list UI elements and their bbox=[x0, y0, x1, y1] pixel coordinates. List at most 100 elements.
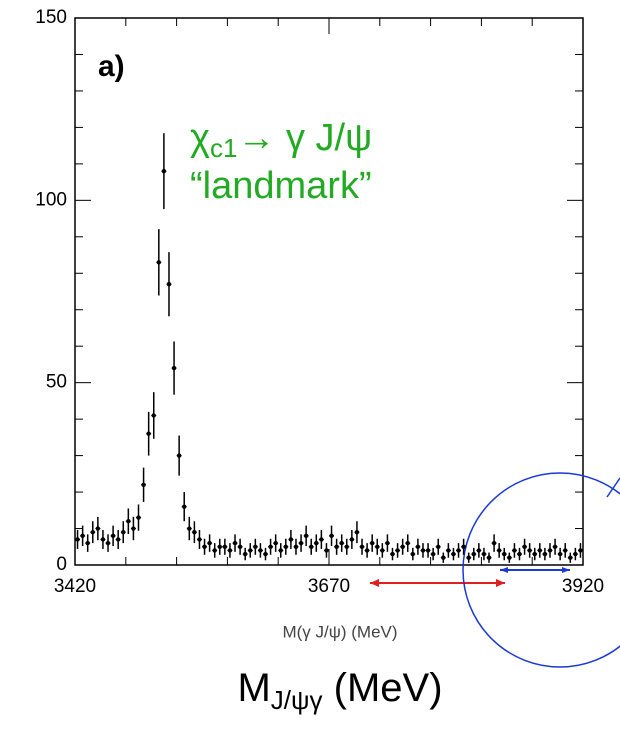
big-label-subscript: J/ψγ bbox=[271, 685, 323, 715]
data-point bbox=[126, 519, 131, 524]
data-point bbox=[324, 548, 329, 553]
y-tick-label: 50 bbox=[46, 372, 67, 393]
data-point bbox=[187, 526, 192, 531]
data-point bbox=[436, 544, 441, 549]
data-point bbox=[547, 548, 553, 553]
data-point bbox=[314, 540, 319, 546]
data-point bbox=[95, 526, 101, 531]
y-tick-label: 150 bbox=[35, 7, 67, 28]
data-point bbox=[222, 544, 228, 549]
data-point bbox=[395, 548, 400, 553]
data-point bbox=[532, 551, 537, 557]
data-point bbox=[105, 540, 111, 546]
data-point bbox=[578, 548, 583, 553]
data-point bbox=[237, 544, 243, 549]
big-label-main: M bbox=[237, 666, 270, 710]
data-point bbox=[166, 282, 172, 287]
data-point bbox=[319, 537, 324, 542]
data-point bbox=[90, 529, 95, 535]
data-point bbox=[283, 544, 289, 549]
data-point bbox=[471, 551, 476, 557]
data-point bbox=[156, 260, 162, 265]
data-point bbox=[364, 548, 370, 553]
data-point bbox=[430, 551, 436, 557]
data-point bbox=[242, 551, 248, 557]
data-point bbox=[354, 529, 360, 535]
x-tick-label: 3670 bbox=[308, 576, 350, 597]
data-point bbox=[248, 548, 253, 553]
data-point bbox=[425, 548, 431, 553]
data-point bbox=[273, 540, 278, 546]
data-point bbox=[390, 551, 395, 557]
data-point bbox=[568, 555, 573, 560]
data-point bbox=[258, 548, 263, 553]
data-point bbox=[217, 544, 222, 549]
data-point bbox=[441, 555, 446, 560]
data-point bbox=[329, 533, 334, 539]
data-point bbox=[75, 537, 80, 542]
data-point bbox=[415, 544, 421, 549]
annotation-line2: “landmark” bbox=[190, 165, 372, 207]
data-point bbox=[405, 540, 410, 546]
data-point bbox=[486, 555, 492, 560]
data-point bbox=[161, 168, 167, 174]
data-point bbox=[456, 548, 461, 553]
data-point bbox=[557, 551, 563, 557]
data-point bbox=[136, 515, 141, 520]
data-point bbox=[359, 544, 365, 549]
data-point bbox=[268, 544, 273, 549]
data-point bbox=[446, 548, 451, 553]
data-point bbox=[334, 544, 339, 549]
data-point bbox=[288, 537, 294, 542]
data-point bbox=[563, 548, 568, 553]
data-point bbox=[298, 540, 304, 546]
data-point bbox=[339, 540, 344, 546]
annotation: χc1→ γ J/ψ bbox=[190, 117, 372, 163]
data-point bbox=[80, 533, 85, 539]
data-point bbox=[507, 555, 512, 560]
data-point bbox=[202, 544, 207, 549]
data-point bbox=[375, 544, 380, 549]
data-point bbox=[303, 533, 309, 539]
big-label-rest: (MeV) bbox=[323, 666, 443, 710]
data-point bbox=[146, 431, 151, 436]
data-point bbox=[496, 548, 502, 553]
data-point bbox=[151, 413, 156, 418]
data-point bbox=[197, 537, 202, 542]
data-point bbox=[420, 548, 426, 553]
data-point bbox=[131, 526, 136, 531]
highlight-circle bbox=[462, 472, 620, 668]
data-point bbox=[522, 544, 527, 549]
data-point bbox=[232, 540, 238, 546]
data-point bbox=[400, 544, 405, 549]
data-point bbox=[527, 548, 532, 553]
data-point bbox=[410, 551, 416, 557]
y-tick-label: 0 bbox=[56, 554, 67, 575]
big-axis-label: MJ/ψγ (MeV) bbox=[237, 666, 442, 715]
annotation-symbol: χ bbox=[190, 117, 210, 159]
data-point bbox=[110, 533, 116, 539]
data-point bbox=[451, 551, 456, 557]
data-point bbox=[263, 551, 268, 557]
data-point bbox=[293, 544, 299, 549]
data-point bbox=[502, 551, 507, 557]
data-point bbox=[512, 548, 517, 553]
data-point bbox=[344, 544, 349, 549]
data-point bbox=[542, 551, 548, 557]
data-point bbox=[141, 482, 146, 487]
x-axis-label: M(γ J/ψ) (MeV) bbox=[282, 622, 397, 641]
data-point bbox=[369, 540, 375, 546]
data-point bbox=[182, 504, 187, 509]
data-point bbox=[573, 551, 578, 557]
annotation-subscript: c1 bbox=[210, 133, 237, 163]
data-point bbox=[491, 540, 497, 546]
data-point bbox=[227, 548, 233, 553]
x-tick-label: 3920 bbox=[562, 576, 604, 597]
annotation-text: → γ J/ψ bbox=[237, 117, 372, 159]
data-point bbox=[212, 548, 217, 553]
data-point bbox=[171, 365, 177, 371]
data-point bbox=[380, 548, 385, 553]
panel-label: a) bbox=[98, 50, 125, 83]
data-point bbox=[552, 544, 558, 549]
